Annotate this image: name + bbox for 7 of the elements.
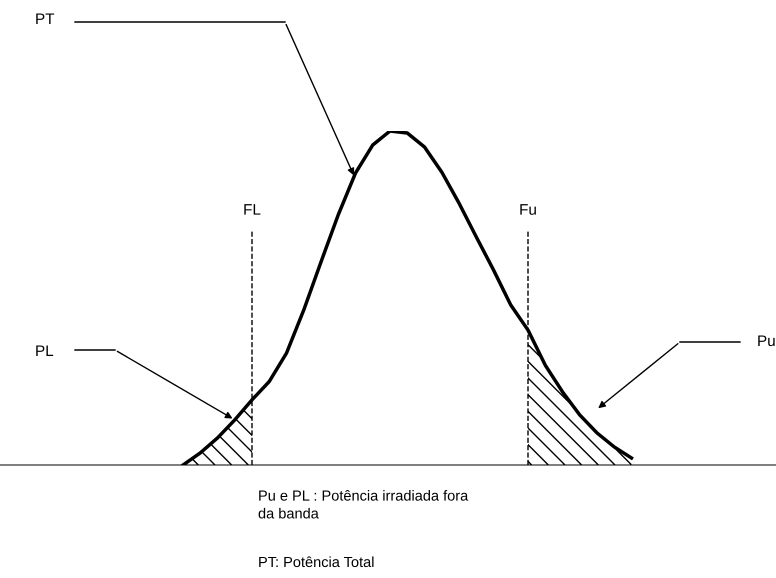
- text: PL: [36, 345, 54, 356]
- x-tick-label: Fu: [520, 204, 536, 215]
- text: Pu: [758, 335, 775, 346]
- text: PT: Potência Total: [259, 556, 374, 568]
- text: Pu e PL : Potência irradiada fora da banda: [258, 490, 468, 519]
- x-tick-label: FL: [244, 204, 260, 215]
- text: PT: [36, 13, 54, 24]
